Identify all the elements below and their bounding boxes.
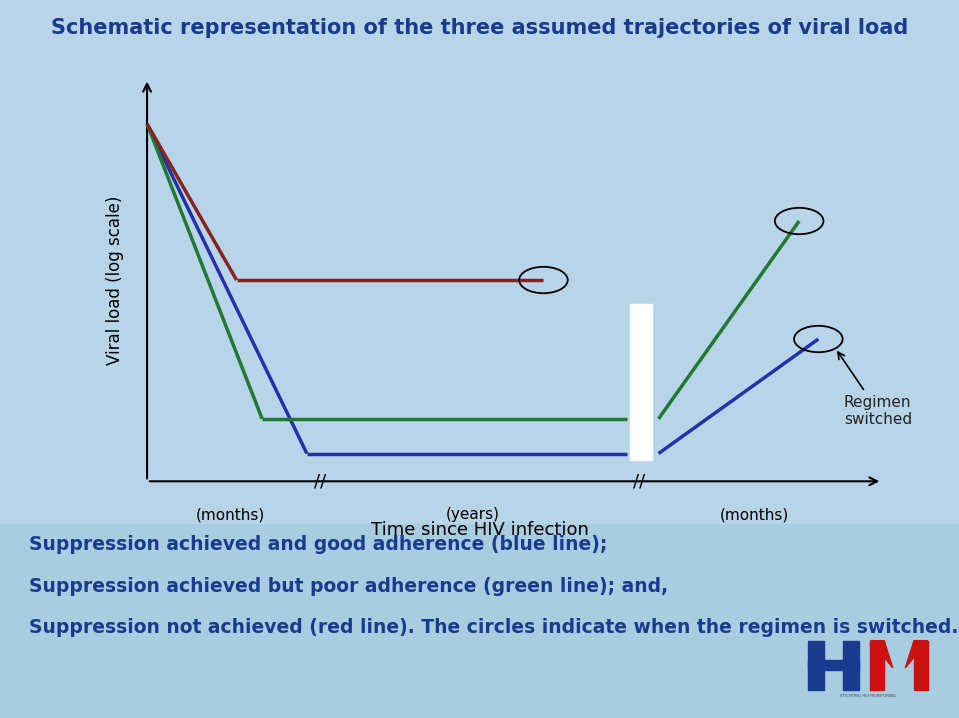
Bar [914, 640, 927, 690]
Text: Suppression not achieved (red line). The circles indicate when the regimen is sw: Suppression not achieved (red line). The… [29, 618, 958, 637]
Text: Suppression achieved but poor adherence (green line); and,: Suppression achieved but poor adherence … [29, 577, 667, 595]
Text: (years): (years) [446, 508, 500, 522]
Text: Viral load (log scale): Viral load (log scale) [106, 195, 124, 365]
Text: STICHTING HIV MONITORING: STICHTING HIV MONITORING [840, 694, 896, 699]
Text: Suppression achieved and good adherence (blue line);: Suppression achieved and good adherence … [29, 535, 607, 554]
Polygon shape [871, 640, 893, 668]
Bar [808, 640, 824, 690]
Bar [630, 304, 652, 460]
Bar [871, 640, 884, 690]
Bar [914, 640, 927, 646]
Text: //: // [633, 472, 645, 490]
Bar [843, 640, 859, 690]
Text: Schematic representation of the three assumed trajectories of viral load: Schematic representation of the three as… [51, 18, 908, 38]
Text: //: // [314, 472, 326, 490]
Text: (months): (months) [720, 508, 789, 522]
Bar [871, 640, 884, 646]
Bar [808, 660, 859, 669]
Text: (months): (months) [196, 508, 265, 522]
Text: Regimen
switched: Regimen switched [838, 352, 912, 427]
Polygon shape [905, 640, 927, 668]
Text: Time since HIV infection: Time since HIV infection [370, 521, 589, 538]
